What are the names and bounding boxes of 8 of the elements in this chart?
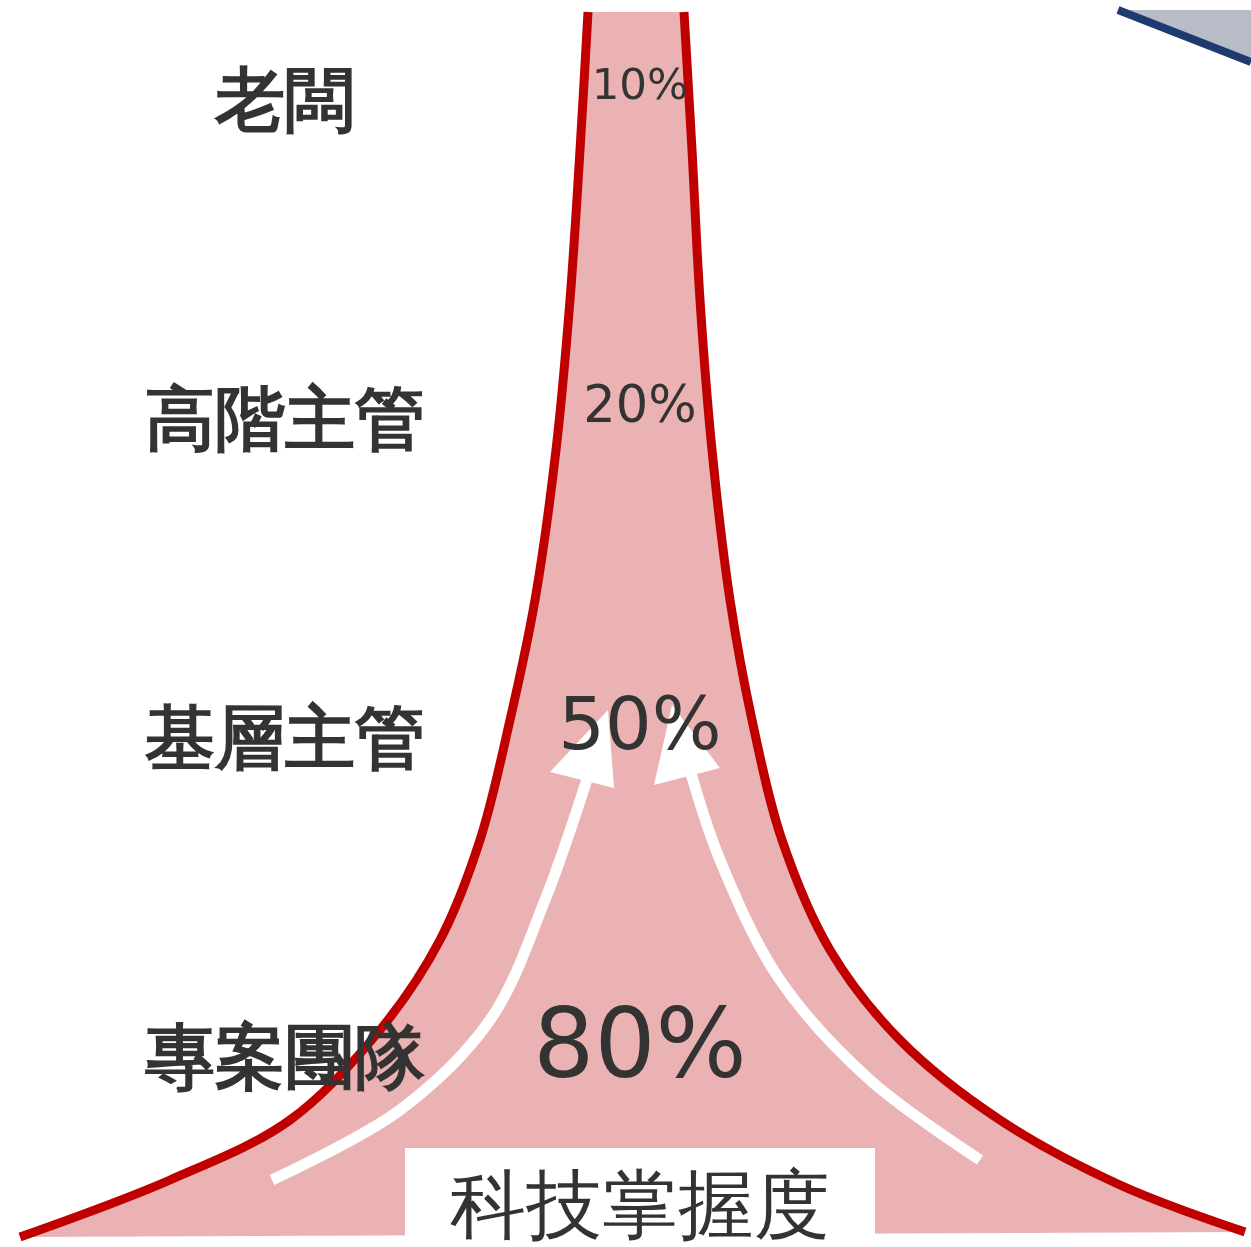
category-label: 老闆 [213, 59, 355, 142]
data-label: 20% [583, 374, 697, 434]
category-label: 專案團隊 [144, 1016, 426, 1099]
data-label: 80% [533, 987, 747, 1100]
category-label: 高階主管 [145, 378, 425, 461]
category-label: 基層主管 [144, 697, 425, 780]
text: 科技掌握度 [450, 1159, 830, 1247]
data-label: 50% [558, 681, 722, 767]
